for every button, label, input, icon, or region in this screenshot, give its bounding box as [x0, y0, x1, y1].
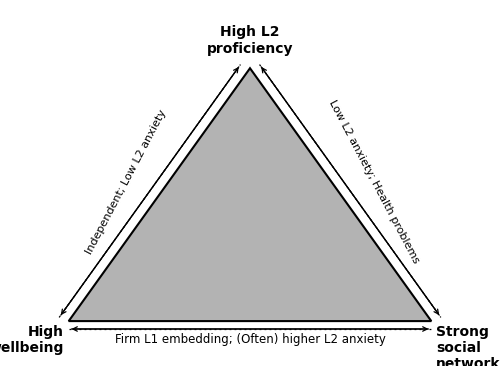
Text: High
wellbeing: High wellbeing — [0, 325, 64, 355]
Text: High L2
proficiency: High L2 proficiency — [207, 26, 293, 56]
Text: Independent; Low L2 anxiety: Independent; Low L2 anxiety — [84, 108, 168, 256]
Polygon shape — [68, 68, 432, 321]
Text: Firm L1 embedding; (Often) higher L2 anxiety: Firm L1 embedding; (Often) higher L2 anx… — [114, 333, 386, 346]
Text: Strong
social
network: Strong social network — [436, 325, 500, 366]
Text: Low L2 anxiety; Health problems: Low L2 anxiety; Health problems — [327, 98, 421, 265]
